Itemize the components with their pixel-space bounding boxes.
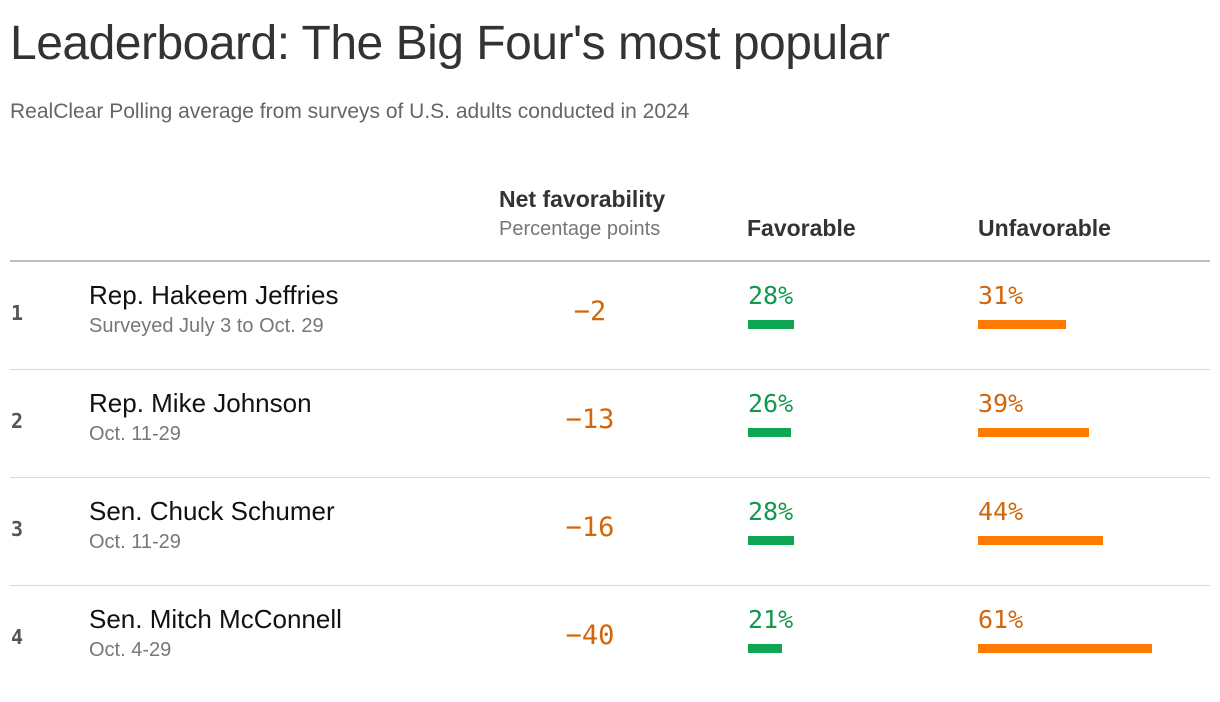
row-dates: Oct. 11-29: [89, 423, 181, 445]
favorable-bar: [748, 320, 794, 329]
net-favorability-value: −16: [565, 512, 615, 543]
row-name: Rep. Hakeem Jeffries: [89, 280, 339, 310]
header-unfavorable: Unfavorable: [978, 215, 1111, 241]
unfavorable-bar: [978, 428, 1089, 437]
row-rank: 3: [11, 517, 24, 541]
net-favorability-value: −40: [565, 620, 615, 651]
unfavorable-bar: [978, 320, 1066, 329]
unfavorable-value: 39%: [978, 389, 1024, 418]
table-row: 4 Sen. Mitch McConnell Oct. 4-29 −40 21% 61%: [0, 585, 1220, 693]
row-dates: Oct. 4-29: [89, 639, 172, 661]
row-name: Sen. Mitch McConnell: [89, 604, 342, 634]
header-favorable: Favorable: [747, 215, 856, 241]
favorable-bar: [748, 428, 791, 437]
row-divider: [10, 369, 1210, 370]
chart-subtitle: RealClear Polling average from surveys o…: [10, 100, 690, 123]
row-divider: [10, 585, 1210, 586]
favorable-bar: [748, 536, 794, 545]
row-rank: 2: [11, 409, 24, 433]
favorable-value: 28%: [748, 497, 794, 526]
row-divider: [10, 477, 1210, 478]
favorable-value: 26%: [748, 389, 794, 418]
row-name: Sen. Chuck Schumer: [89, 496, 335, 526]
row-name: Rep. Mike Johnson: [89, 388, 312, 418]
table-row: 3 Sen. Chuck Schumer Oct. 11-29 −16 28% 44%: [0, 477, 1220, 585]
row-rank: 1: [11, 301, 24, 325]
unfavorable-bar: [978, 536, 1103, 545]
table-row: 1 Rep. Hakeem Jeffries Surveyed July 3 to …: [0, 261, 1220, 369]
header-divider: [10, 260, 1210, 262]
table-row: 2 Rep. Mike Johnson Oct. 11-29 −13 26% 39%: [0, 369, 1220, 477]
header-net-favorability: Net favorability: [499, 186, 666, 212]
row-rank: 4: [11, 625, 24, 649]
net-favorability-value: −13: [565, 404, 615, 435]
favorable-bar: [748, 644, 782, 653]
net-favorability-value: −2: [573, 296, 607, 327]
unfavorable-value: 44%: [978, 497, 1024, 526]
header-net-unit: Percentage points: [499, 218, 661, 240]
chart-title: Leaderboard: The Big Four's most popular: [10, 17, 890, 70]
unfavorable-bar: [978, 644, 1152, 653]
favorable-value: 28%: [748, 281, 794, 310]
row-dates: Surveyed July 3 to Oct. 29: [89, 315, 324, 337]
unfavorable-value: 31%: [978, 281, 1024, 310]
row-dates: Oct. 11-29: [89, 531, 181, 553]
favorable-value: 21%: [748, 605, 794, 634]
unfavorable-value: 61%: [978, 605, 1024, 634]
